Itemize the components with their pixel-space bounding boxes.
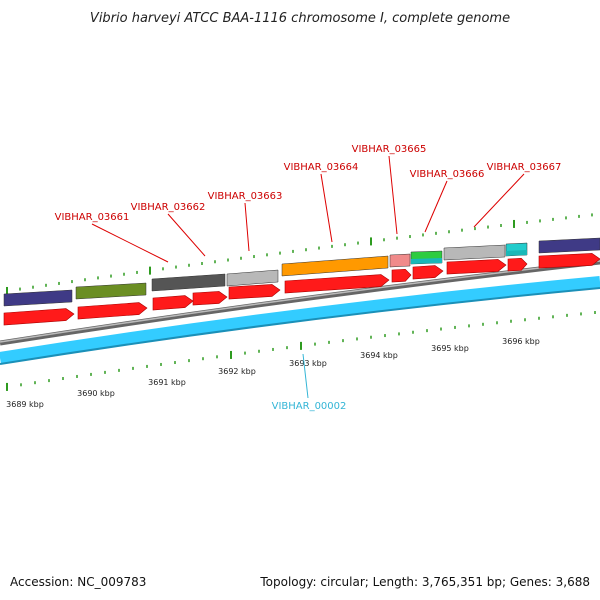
gene-label[interactable]: VIBHAR_03665 (352, 144, 427, 155)
gene-arrow[interactable] (192, 291, 228, 306)
gene-leader-line (167, 213, 206, 257)
gene-arrow[interactable] (77, 302, 148, 320)
gene-leader-line (424, 180, 448, 233)
gene-arrow[interactable] (446, 259, 507, 275)
cog-feature-block[interactable] (389, 253, 411, 268)
gene-arrow[interactable] (391, 268, 412, 283)
cog-feature-subblock (411, 258, 442, 264)
kbp-tick-label: 3695 kbp (431, 344, 469, 353)
gene-arrow[interactable] (412, 265, 444, 280)
gene-arrow[interactable] (507, 257, 528, 272)
blue-reference-track (0, 276, 600, 364)
map-title: Vibrio harveyi ATCC BAA-1116 chromosome … (90, 11, 510, 26)
gene-label[interactable]: VIBHAR_03662 (131, 202, 206, 213)
gene-leader-line (320, 173, 333, 243)
gene-arrow[interactable] (538, 253, 600, 269)
kbp-tick-label: 3693 kbp (289, 359, 327, 368)
cog-feature-block[interactable] (75, 282, 147, 300)
kbp-tick-label: 3696 kbp (502, 337, 540, 346)
cog-feature-track (3, 237, 600, 307)
cog-feature-block[interactable] (226, 269, 279, 287)
gene-label[interactable]: VIBHAR_03664 (284, 162, 359, 173)
gene-arrow[interactable] (3, 308, 75, 326)
gene-label[interactable]: VIBHAR_03663 (208, 191, 283, 202)
cog-feature-block[interactable] (443, 244, 506, 261)
gene-label[interactable]: VIBHAR_03661 (55, 212, 130, 223)
gene-arrow[interactable] (228, 284, 281, 300)
tick-marks (6, 213, 596, 391)
kbp-tick-label: 3694 kbp (360, 351, 398, 360)
gene-leader-line (388, 155, 398, 235)
gene-leader-line (244, 202, 250, 252)
reference-leader-line (302, 353, 309, 399)
cog-feature-block[interactable] (538, 237, 600, 254)
cog-feature-block[interactable] (151, 273, 226, 292)
reference-callout: VIBHAR_00002 (272, 353, 347, 412)
gene-leader-line (91, 223, 169, 263)
kbp-tick-label: 3692 kbp (218, 367, 256, 376)
gene-arrow[interactable] (284, 274, 390, 294)
gene-label[interactable]: VIBHAR_03666 (410, 169, 485, 180)
kbp-tick-label: 3690 kbp (77, 389, 115, 398)
kbp-tick-label: 3689 kbp (6, 400, 44, 409)
cog-feature-block[interactable] (281, 255, 389, 277)
genome-summary-text: Topology: circular; Length: 3,765,351 bp… (259, 575, 590, 589)
gray-backbone-arc (0, 259, 600, 346)
kbp-tick-label: 3691 kbp (148, 378, 186, 387)
gene-label[interactable]: VIBHAR_03667 (487, 162, 562, 173)
gene-arrow[interactable] (152, 295, 194, 311)
blue-reference-track-edge (0, 287, 600, 365)
gene-arrow-track (3, 253, 600, 326)
kbp-axis-labels: 3689 kbp 3690 kbp 3691 kbp 3692 kbp 3693 kbp… (6, 337, 540, 409)
accession-text: Accession: NC_009783 (10, 575, 146, 589)
cog-feature-subblock (506, 250, 527, 256)
gene-leader-line (473, 173, 525, 228)
cog-feature-block[interactable] (3, 289, 73, 307)
reference-gene-label[interactable]: VIBHAR_00002 (272, 401, 347, 412)
